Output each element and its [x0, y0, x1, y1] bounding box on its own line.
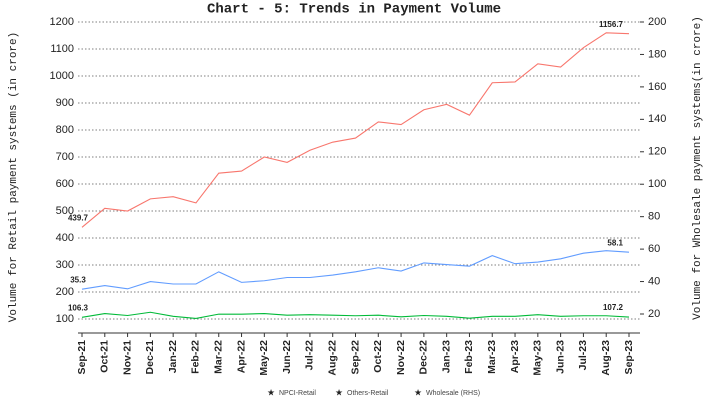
legend-label: NPCI-Retail: [279, 390, 316, 397]
y-tick-label: 800: [56, 124, 74, 136]
x-tick-label: Sep-22: [349, 340, 361, 375]
y-tick-label: 600: [56, 178, 74, 190]
x-tick-label: Feb-23: [463, 340, 475, 374]
legend-marker: ★: [335, 387, 343, 397]
y2-tick-label: 180: [648, 48, 666, 60]
x-tick-label: Aug-22: [326, 340, 338, 376]
x-tick-label: Nov-22: [395, 340, 407, 375]
y-tick-label: 300: [56, 259, 74, 271]
legend-label: Others-Retail: [347, 390, 389, 397]
y2-tick-label: 80: [648, 211, 660, 223]
y-tick-label: 1200: [50, 16, 74, 28]
x-tick-label: Sep-23: [623, 340, 635, 375]
x-tick-label: Jul-22: [304, 340, 316, 371]
x-tick-label: Dec-21: [144, 340, 156, 375]
series-line: [81, 32, 630, 228]
x-tick-label: Apr-22: [235, 340, 247, 373]
x-tick-label: May-22: [258, 340, 270, 376]
x-tick-label: Mar-22: [213, 340, 225, 374]
y-tick-label: 500: [56, 205, 74, 217]
chart-title: Chart - 5: Trends in Payment Volume: [207, 2, 501, 18]
x-tick-label: Jan-22: [167, 340, 179, 373]
x-tick-label: Dec-22: [418, 340, 430, 375]
y2-tick-label: 60: [648, 243, 660, 255]
value-label: 439.7: [68, 213, 89, 222]
y-tick-label: 400: [56, 232, 74, 244]
x-tick-label: Oct-21: [99, 340, 111, 373]
x-tick-label: Apr-23: [509, 340, 521, 373]
y2-tick-label: 200: [648, 16, 666, 28]
y-tick-label: 1000: [50, 70, 74, 82]
y2-tick-label: 160: [648, 81, 666, 93]
series-line: [81, 311, 630, 320]
y-tick-label: 100: [56, 313, 74, 325]
value-label: 1156.7: [599, 20, 624, 29]
x-tick-label: Sep-21: [76, 340, 88, 375]
y2-axis-title: Volume for Wholesale payment systems(in …: [692, 16, 704, 320]
x-tick-label: Mar-23: [486, 340, 498, 374]
y2-tick-label: 40: [648, 275, 660, 287]
y-tick-label: 200: [56, 286, 74, 298]
x-tick-label: Jul-23: [577, 340, 589, 371]
legend-marker: ★: [414, 387, 422, 397]
y2-tick-label: 120: [648, 146, 666, 158]
x-tick-label: Jun-22: [281, 340, 293, 374]
x-tick-label: Nov-21: [121, 340, 133, 375]
y-axis-title: Volume for Retail payment systems (in cr…: [8, 32, 20, 322]
x-tick-label: Jun-23: [554, 340, 566, 374]
legend-marker: ★: [267, 387, 275, 397]
value-label: 106.3: [68, 303, 89, 312]
y2-tick-label: 140: [648, 113, 666, 125]
y2-tick-label: 100: [648, 178, 666, 190]
y2-tick-label: 20: [648, 308, 660, 320]
series-line: [81, 250, 630, 290]
legend-label: Wholesale (RHS): [426, 390, 480, 397]
value-label: 35.3: [70, 275, 86, 284]
x-tick-label: Oct-22: [372, 340, 384, 373]
x-tick-label: Aug-23: [600, 340, 612, 376]
x-tick-label: Jan-23: [440, 340, 452, 373]
value-label: 58.1: [607, 238, 623, 247]
value-label: 107.2: [603, 303, 624, 312]
y-tick-label: 700: [56, 151, 74, 163]
x-tick-label: Feb-22: [190, 340, 202, 374]
y-tick-label: 1100: [50, 43, 74, 55]
y-tick-label: 900: [56, 97, 74, 109]
x-tick-label: May-23: [532, 340, 544, 376]
